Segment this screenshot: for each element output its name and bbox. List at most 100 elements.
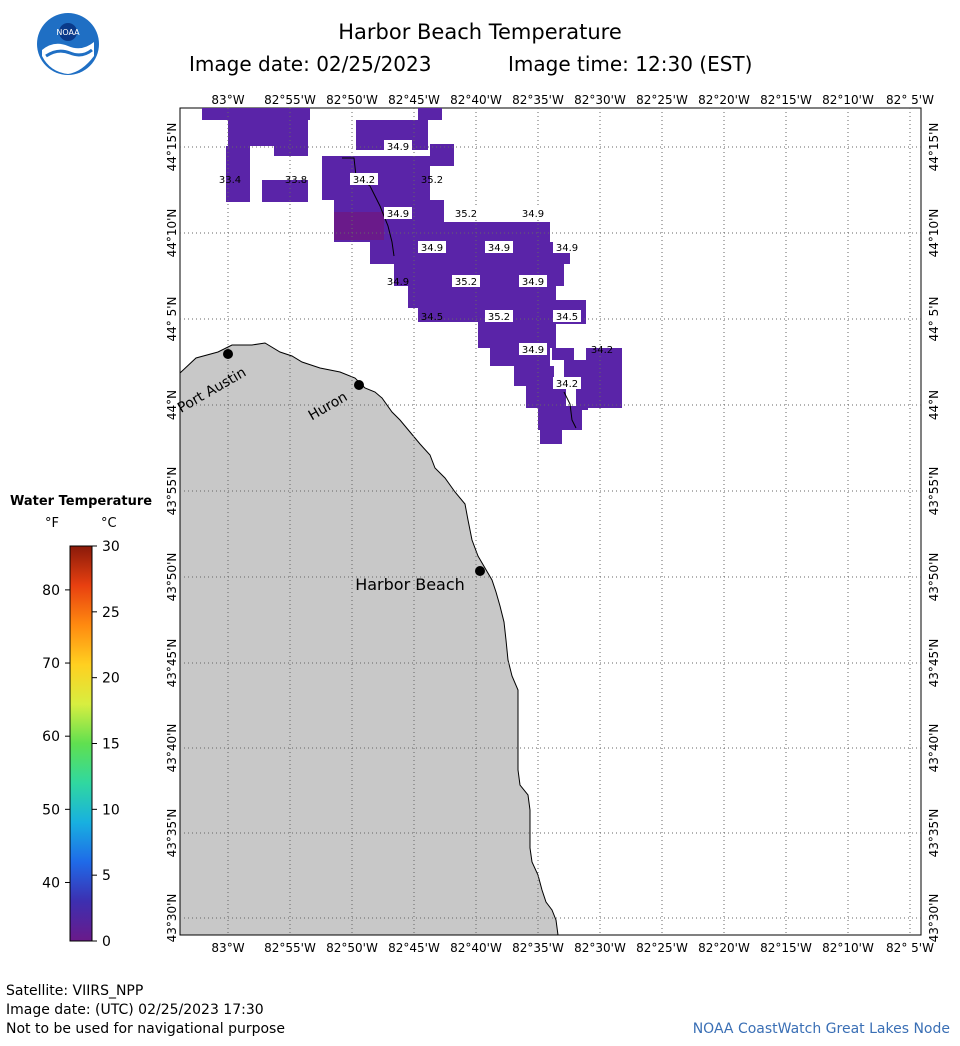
longitude-label-top: 82°50'W: [326, 93, 378, 107]
reading-label-bg: [485, 310, 513, 322]
temperature-reading: 34.2: [591, 345, 613, 356]
latitude-label-right: 44°N: [927, 390, 941, 420]
reading-label-bg: [519, 275, 547, 287]
latitude-label-left: 43°30'N: [165, 894, 179, 943]
longitude-label-top: 82°15'W: [760, 93, 812, 107]
temperature-reading: 34.5: [421, 312, 443, 323]
latitude-label-right: 44°15'N: [927, 123, 941, 172]
latitude-label-right: 43°30'N: [927, 894, 941, 943]
temperature-reading: 35.2: [488, 312, 510, 323]
reading-label-bg: [452, 275, 480, 287]
latitude-label-left: 43°55'N: [165, 467, 179, 516]
latitude-label-right: 44° 5'N: [927, 297, 941, 342]
latitude-label-left: 43°45'N: [165, 639, 179, 688]
temperature-reading: 33.8: [285, 175, 307, 186]
disclaimer-label: Not to be used for navigational purpose: [6, 1021, 285, 1037]
longitude-label-top: 83°W: [211, 93, 244, 107]
longitude-label-bottom: 82°35'W: [512, 941, 564, 955]
latitude-label-left: 43°50'N: [165, 553, 179, 602]
image-time: Image time: 12:30 (EST): [508, 52, 753, 76]
latitude-label-left: 44°15'N: [165, 123, 179, 172]
city-marker-icon: [223, 349, 233, 359]
reading-label-bg: [519, 207, 547, 219]
legend-f-label: 60: [42, 729, 60, 745]
latitude-label-right: 43°40'N: [927, 724, 941, 773]
water-temperature-cell: [228, 120, 308, 146]
temperature-reading: 34.9: [387, 277, 409, 288]
longitude-label-top: 82°35'W: [512, 93, 564, 107]
reading-label-bg: [485, 241, 513, 253]
temperature-reading: 34.2: [556, 379, 578, 390]
latitude-label-left: 44° 5'N: [165, 297, 179, 342]
city-marker-icon: [354, 380, 364, 390]
longitude-label-bottom: 82°40'W: [450, 941, 502, 955]
longitude-label-bottom: 82°50'W: [326, 941, 378, 955]
legend-colorbar: [69, 545, 93, 942]
reading-label-bg: [553, 241, 581, 253]
reading-label-bg: [350, 173, 378, 185]
longitude-label-bottom: 82°55'W: [264, 941, 316, 955]
city-label: Harbor Beach: [355, 575, 465, 594]
water-temperature-cell: [418, 108, 442, 120]
temperature-reading: 34.2: [353, 175, 375, 186]
reading-label-bg: [519, 343, 547, 355]
latitude-label-right: 43°50'N: [927, 553, 941, 602]
water-temperature-cell: [540, 430, 562, 444]
temperature-reading: 33.4: [219, 175, 241, 186]
legend-c-label: 5: [102, 868, 111, 884]
water-temperature-cell: [430, 144, 454, 166]
depth-contour-line: [342, 157, 395, 257]
temperature-reading: 35.2: [455, 209, 477, 220]
longitude-label-bottom: 82° 5'W: [886, 941, 934, 955]
image-date: Image date: 02/25/2023: [189, 52, 432, 76]
depth-contour-line: [563, 391, 577, 429]
temperature-reading: 34.9: [387, 209, 409, 220]
longitude-label-bottom: 82°25'W: [636, 941, 688, 955]
legend-title: Water Temperature: [10, 494, 153, 509]
thumb-peninsula-land: [179, 342, 559, 936]
legend-f-label: 40: [42, 875, 60, 891]
reading-label-bg: [384, 207, 412, 219]
legend-c-label: 30: [102, 539, 120, 555]
longitude-label-bottom: 82°45'W: [388, 941, 440, 955]
temperature-reading: 34.9: [522, 277, 544, 288]
water-temperature-cell: [262, 180, 308, 202]
water-temperature-cell: [202, 108, 310, 120]
water-temperature-cell: [370, 242, 570, 264]
latitude-label-left: 43°40'N: [165, 724, 179, 773]
reading-label-bg: [384, 140, 412, 152]
latitude-label-left: 43°35'N: [165, 809, 179, 858]
reading-label-bg: [553, 377, 581, 389]
legend-c-label: 20: [102, 671, 120, 687]
utc-date-label: Image date: (UTC) 02/25/2023 17:30: [6, 1002, 264, 1018]
longitude-label-top: 82° 5'W: [886, 93, 934, 107]
map-title: Harbor Beach Temperature: [338, 20, 622, 44]
legend-unit-c: °C: [101, 516, 117, 531]
temperature-reading: 34.9: [522, 209, 544, 220]
temperature-reading: 34.9: [488, 243, 510, 254]
latitude-label-left: 44°N: [165, 390, 179, 420]
temperature-reading: 35.2: [455, 277, 477, 288]
legend-c-label: 15: [102, 737, 120, 753]
longitude-label-top: 82°30'W: [574, 93, 626, 107]
legend-c-label: 25: [102, 605, 120, 621]
water-temperature-cell: [526, 386, 566, 408]
temperature-reading: 34.9: [522, 345, 544, 356]
water-temperature-cell: [226, 146, 250, 174]
credit-label: NOAA CoastWatch Great Lakes Node: [692, 1021, 950, 1037]
water-temperature-cell: [274, 146, 308, 156]
water-temperature-cell: [586, 348, 622, 408]
satellite-label: Satellite: VIIRS_NPP: [6, 983, 144, 999]
latitude-label-left: 44°10'N: [165, 209, 179, 258]
latitude-label-right: 43°45'N: [927, 639, 941, 688]
water-temperature-cell: [334, 212, 384, 240]
water-temperature-cell: [552, 348, 574, 360]
longitude-label-bottom: 82°20'W: [698, 941, 750, 955]
noaa-logo-icon: NOAA: [36, 12, 100, 80]
latitude-label-right: 43°35'N: [927, 809, 941, 858]
temperature-reading: 35.2: [421, 175, 443, 186]
longitude-label-top: 82°40'W: [450, 93, 502, 107]
longitude-label-top: 82°10'W: [822, 93, 874, 107]
legend-f-label: 70: [42, 656, 60, 672]
